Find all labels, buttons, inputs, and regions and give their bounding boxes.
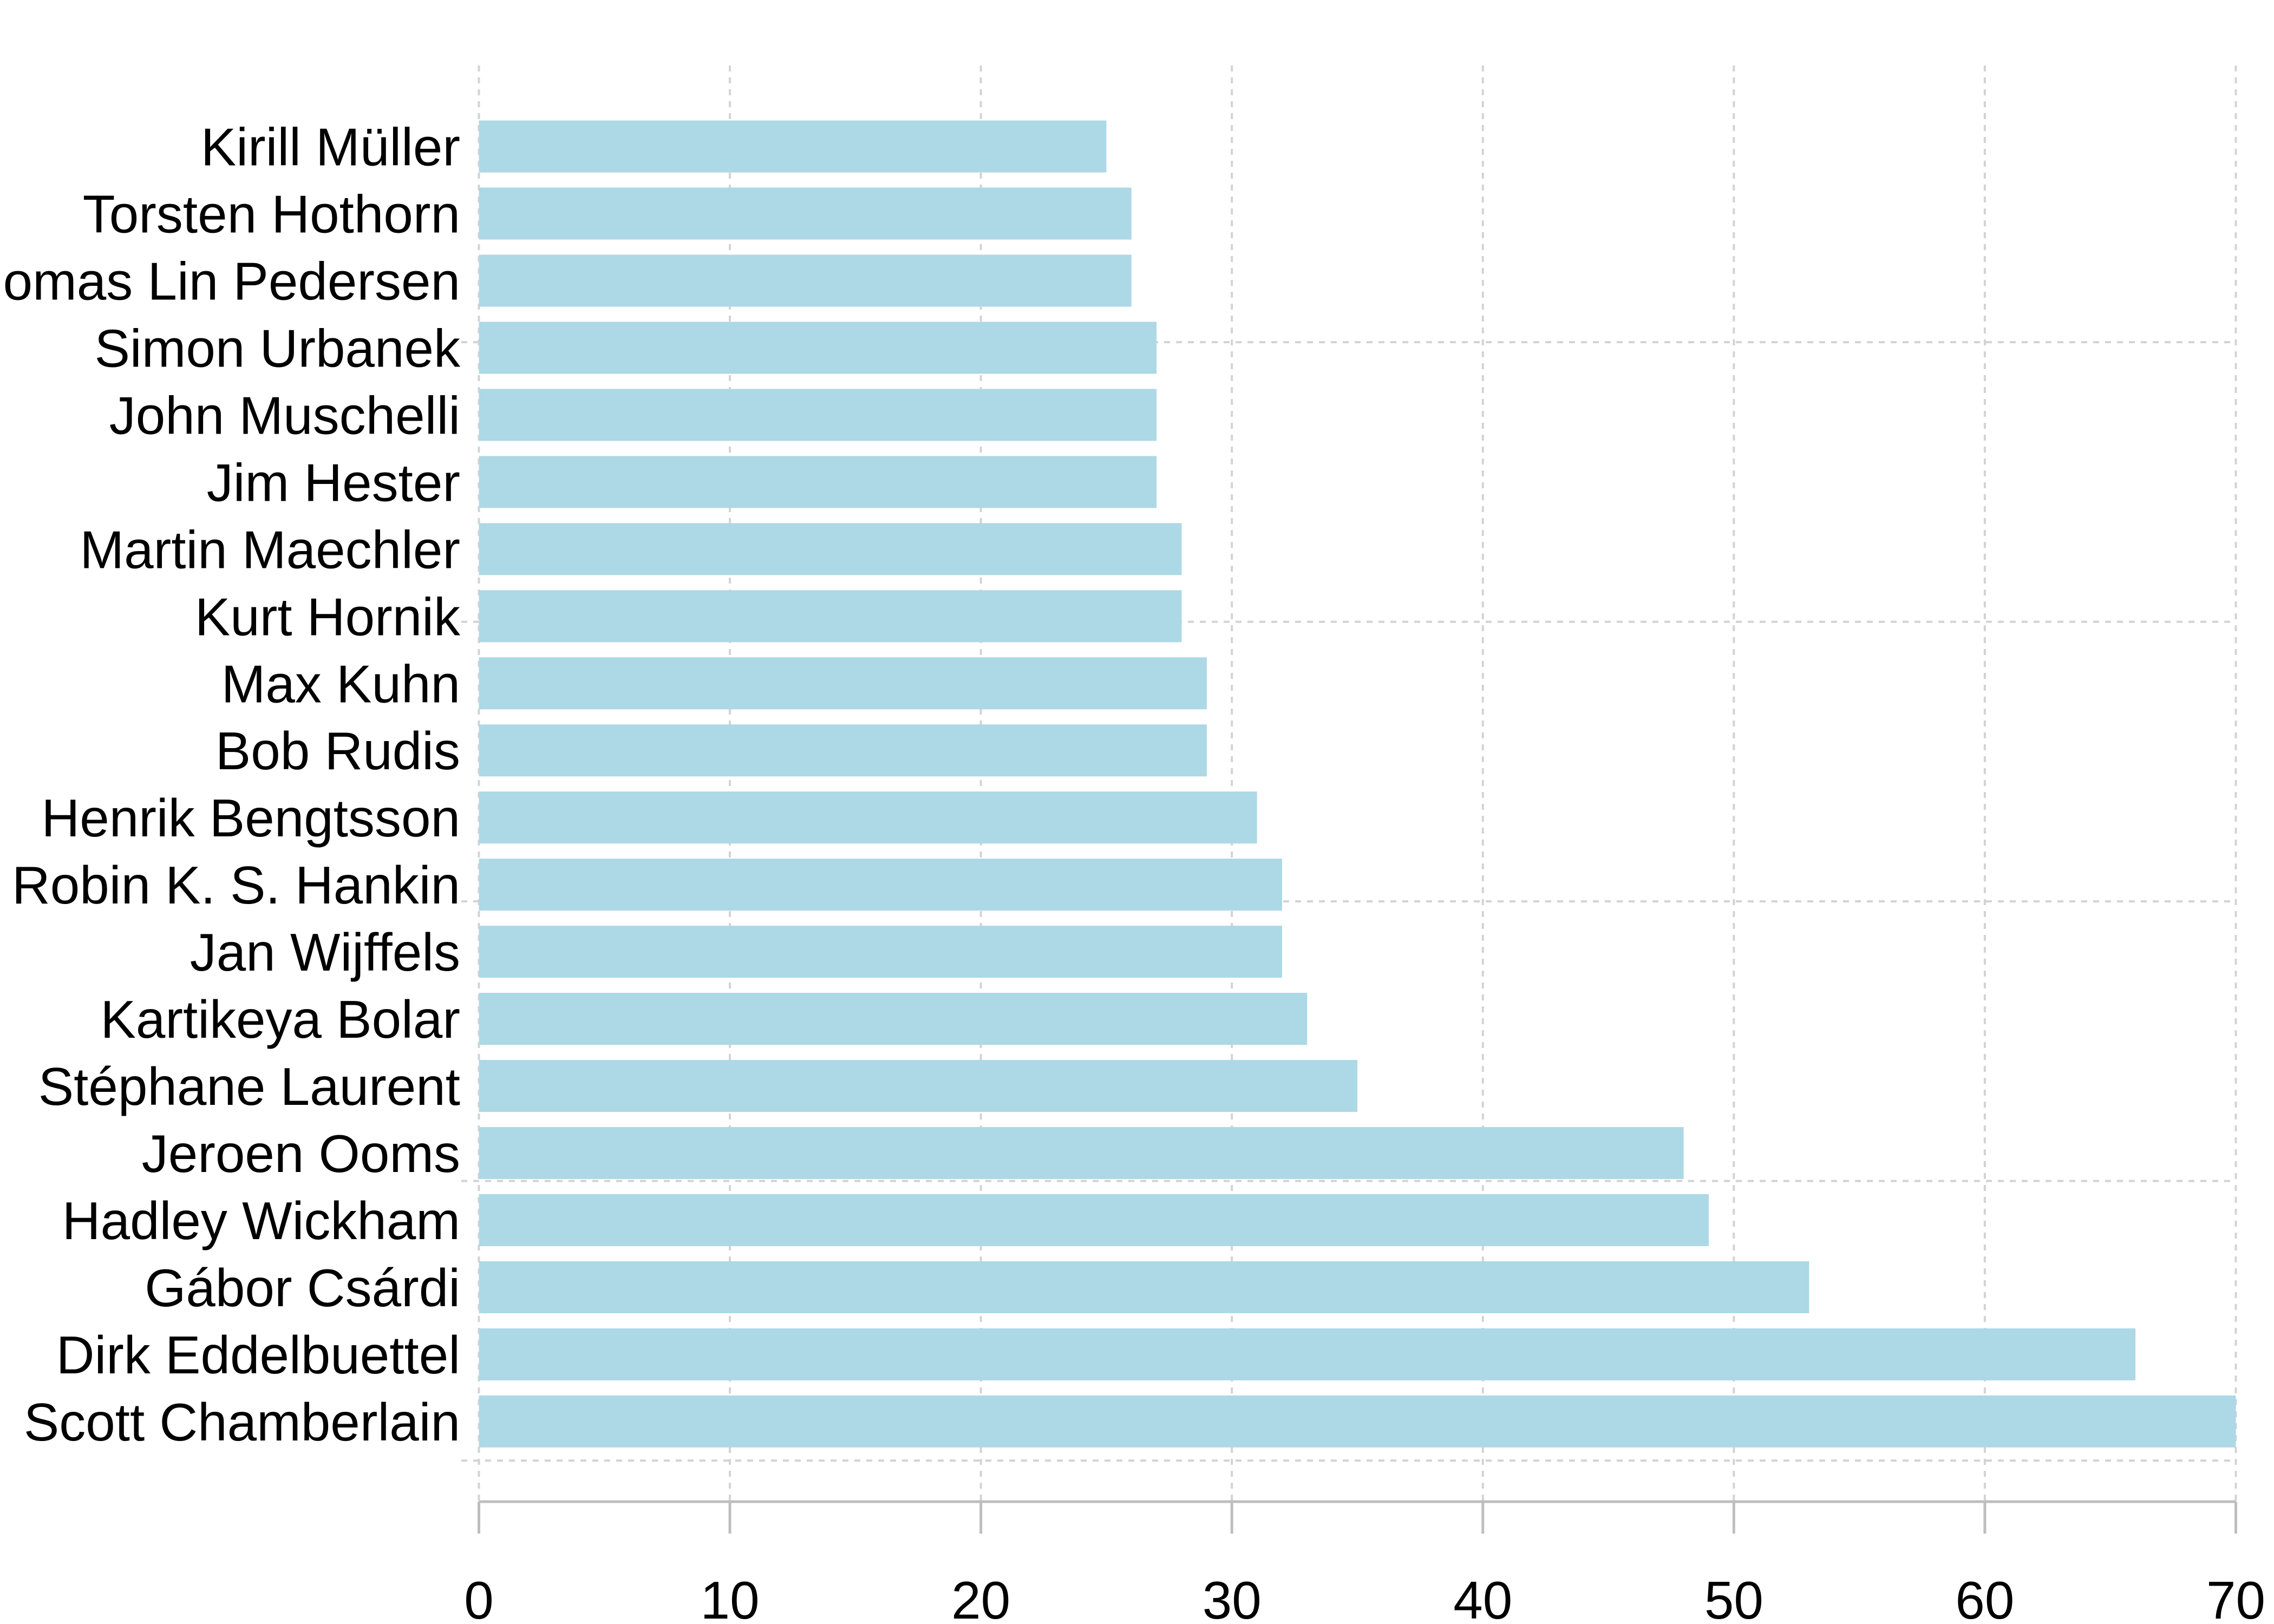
category-label: Henrik Bengtsson — [41, 788, 460, 848]
x-tick-label: 30 — [1203, 1570, 1262, 1624]
category-label: Simon Urbanek — [95, 318, 461, 378]
category-label: Hadley Wickham — [62, 1191, 460, 1250]
x-tick-label: 60 — [1955, 1570, 2014, 1624]
category-label: Scott Chamberlain — [24, 1392, 460, 1452]
bar — [479, 1395, 2236, 1448]
category-label: Kirill Müller — [201, 117, 460, 177]
x-tick-label: 70 — [2206, 1570, 2265, 1624]
bar — [479, 254, 1132, 307]
x-tick-label: 10 — [701, 1570, 760, 1624]
category-label: Stéphane Laurent — [38, 1057, 460, 1116]
category-label: Torsten Hothorn — [83, 185, 460, 244]
bar — [479, 120, 1107, 173]
category-label: Bob Rudis — [215, 721, 460, 781]
bar — [479, 791, 1257, 844]
category-label: Robin K. S. Hankin — [12, 855, 460, 915]
bar — [479, 389, 1157, 441]
category-label: John Muschelli — [109, 385, 460, 445]
bar — [479, 1261, 1809, 1313]
x-tick-label: 40 — [1453, 1570, 1512, 1624]
x-tick-label: 0 — [464, 1570, 494, 1624]
category-label: Jan Wijffels — [190, 922, 460, 982]
category-labels: Kirill Müller Torsten Hothorn omas Lin Ped… — [3, 117, 461, 1452]
category-label: Jim Hester — [207, 453, 460, 512]
bar — [479, 1194, 1709, 1246]
category-label: Jeroen Ooms — [142, 1124, 460, 1183]
bar — [479, 859, 1282, 911]
bar — [479, 724, 1207, 777]
bar — [479, 523, 1182, 575]
bar — [479, 1060, 1357, 1112]
category-label: Max Kuhn — [221, 654, 460, 713]
bar — [479, 1127, 1684, 1179]
bar — [479, 926, 1282, 978]
x-tick-label: 20 — [951, 1570, 1010, 1624]
category-label: omas Lin Pedersen — [3, 252, 460, 311]
bar — [479, 322, 1157, 374]
category-label: Kartikeya Bolar — [100, 990, 460, 1049]
bar — [479, 456, 1157, 508]
bar — [479, 1328, 2136, 1380]
category-label: Gábor Csárdi — [145, 1258, 460, 1318]
x-axis: 0 10 20 30 40 50 60 70 — [464, 1500, 2265, 1624]
bar — [479, 187, 1132, 240]
bars — [479, 120, 2236, 1448]
bar — [479, 993, 1308, 1045]
bar — [479, 590, 1182, 643]
bar — [479, 657, 1207, 710]
category-label: Kurt Hornik — [195, 587, 461, 646]
category-label: Dirk Eddelbuettel — [56, 1325, 460, 1385]
x-tick-label: 50 — [1704, 1570, 1763, 1624]
category-label: Martin Maechler — [80, 520, 460, 579]
